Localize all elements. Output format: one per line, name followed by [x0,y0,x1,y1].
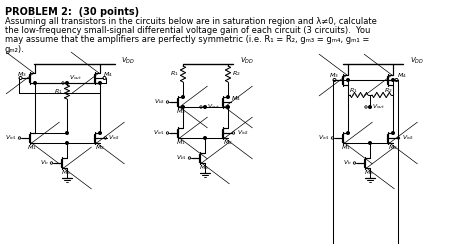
Circle shape [227,96,229,98]
Text: $M_1$: $M_1$ [27,143,37,152]
Circle shape [346,79,349,81]
Circle shape [182,106,184,108]
Text: $R_2$: $R_2$ [232,70,241,79]
Text: may assume that the amplifiers are perfectly symmetric (i.e. R₁ = R₂, gₘ₃ = gₘ₄,: may assume that the amplifiers are perfe… [5,35,369,44]
Circle shape [34,82,36,84]
Circle shape [369,142,371,144]
Text: $M_4$: $M_4$ [103,71,113,80]
Text: $R_2$: $R_2$ [383,87,392,95]
Text: $V_{b2}$: $V_{b2}$ [154,98,165,106]
Text: $V_b$: $V_b$ [344,159,352,167]
Text: $V_{in1}$: $V_{in1}$ [153,129,165,137]
Text: $V_{b1}$: $V_{b1}$ [176,153,187,163]
Circle shape [182,96,184,98]
Text: $V_{out}$: $V_{out}$ [207,102,220,112]
Circle shape [392,79,394,81]
Text: PROBLEM 2:  (30 points): PROBLEM 2: (30 points) [5,7,139,17]
Circle shape [99,132,101,134]
Text: $M_5$: $M_5$ [199,163,209,172]
Circle shape [227,106,229,108]
Text: gₘ₂).: gₘ₂). [5,45,25,54]
Circle shape [346,132,349,134]
Text: the low-frequency small-signal differential voltage gain of each circuit (3 circ: the low-frequency small-signal different… [5,26,370,35]
Circle shape [66,142,68,144]
Text: $M_1$: $M_1$ [341,143,351,152]
Text: $M_3$: $M_3$ [329,71,339,81]
Text: $M_3$: $M_3$ [176,107,186,116]
Text: $M_1$: $M_1$ [176,138,186,147]
Text: $R_1$: $R_1$ [55,88,63,96]
Text: $M_2$: $M_2$ [388,143,398,152]
Circle shape [369,106,371,108]
Circle shape [66,82,68,84]
Text: $M_4$: $M_4$ [397,71,407,81]
Text: $V_{in2}$: $V_{in2}$ [402,133,414,142]
Text: $V_{in1}$: $V_{in1}$ [5,133,17,142]
Text: $M_3$: $M_3$ [17,71,27,80]
Text: $V_{DD}$: $V_{DD}$ [410,56,424,66]
Text: $M_4$: $M_4$ [231,95,241,103]
Text: $V_{DD}$: $V_{DD}$ [240,56,254,66]
Text: $V_{DD}$: $V_{DD}$ [121,56,135,66]
Text: $R_1$: $R_1$ [349,87,357,95]
Circle shape [99,82,101,84]
Text: $V_{in2}$: $V_{in2}$ [108,133,120,142]
Text: $V_{in1}$: $V_{in1}$ [318,133,330,142]
Text: $V_{in2}$: $V_{in2}$ [237,129,249,137]
Circle shape [204,137,206,139]
Text: $R_1$: $R_1$ [170,70,179,79]
Circle shape [66,132,68,134]
Text: $V_{out}$: $V_{out}$ [69,73,82,82]
Text: $M_2$: $M_2$ [223,138,233,147]
Text: $M_5$: $M_5$ [61,168,71,177]
Circle shape [392,132,394,134]
Text: Assuming all transistors in the circuits below are in saturation region and λ≠0,: Assuming all transistors in the circuits… [5,17,377,26]
Text: $M_5$: $M_5$ [364,168,374,177]
Text: $V_b$: $V_b$ [40,159,49,167]
Circle shape [204,106,206,108]
Text: $M_2$: $M_2$ [95,143,105,152]
Text: $V_{out}$: $V_{out}$ [372,102,385,112]
